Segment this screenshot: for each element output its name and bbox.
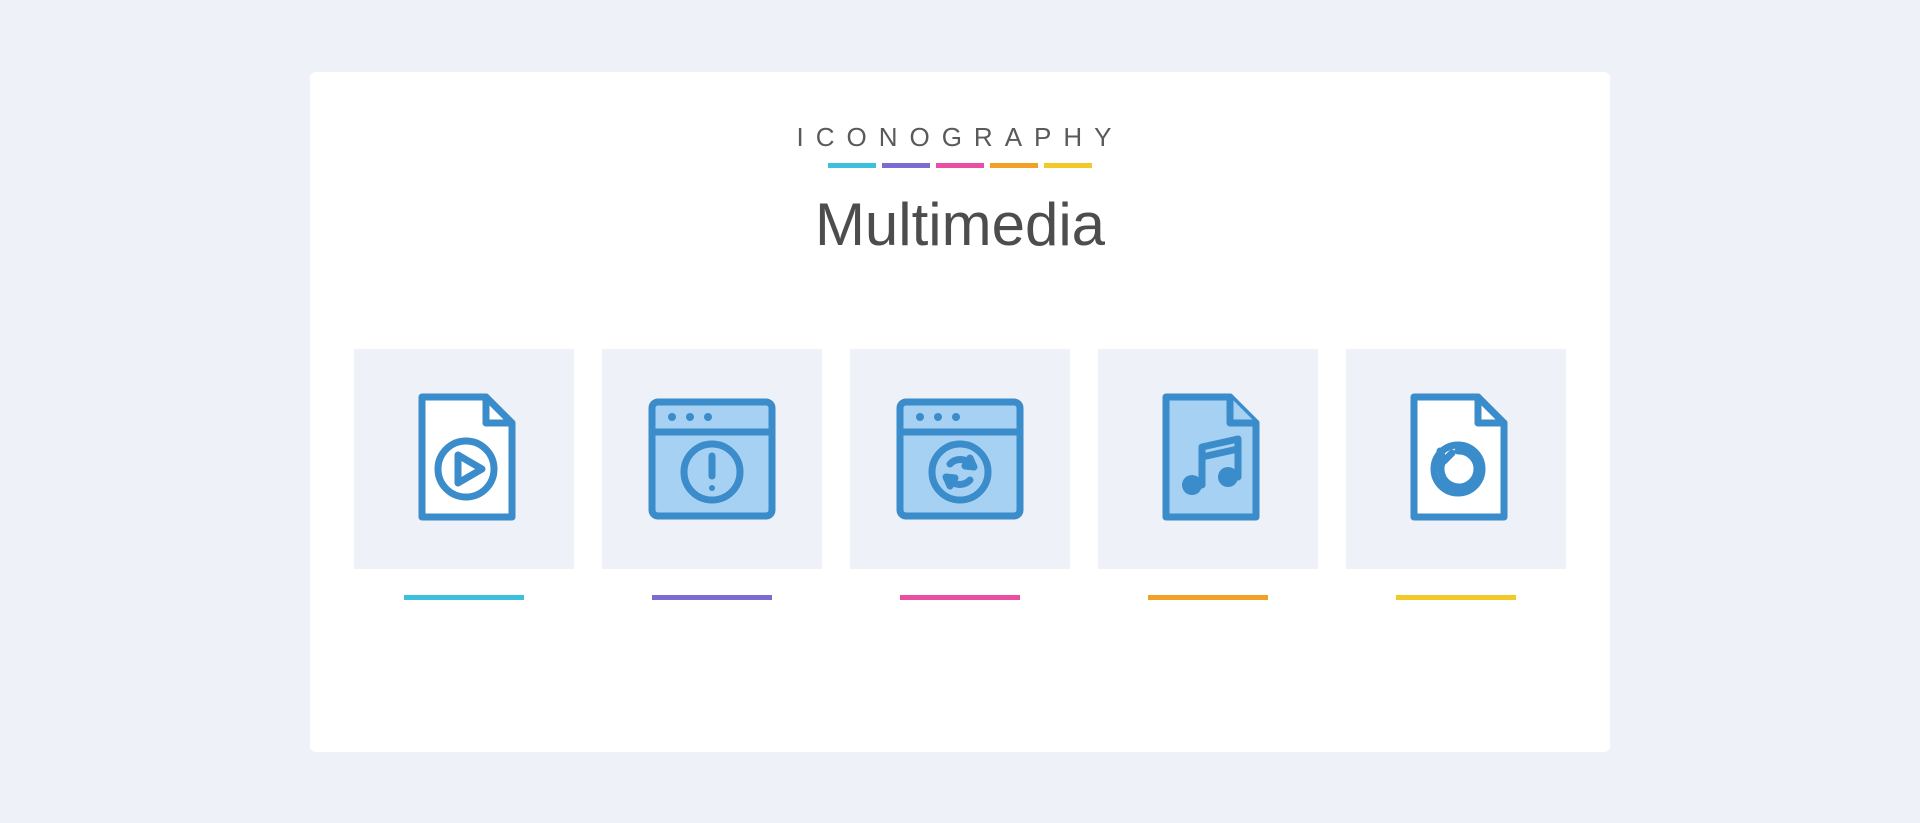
accent-bar-3 — [936, 163, 984, 168]
icon-card — [1346, 349, 1566, 600]
brand-underline — [828, 163, 1092, 168]
page-title: Multimedia — [815, 190, 1105, 259]
app-sync-icon — [850, 349, 1070, 569]
infographic-card: ICONOGRAPHY Multimedia — [310, 72, 1610, 752]
icon-card — [354, 349, 574, 600]
video-file-icon — [354, 349, 574, 569]
icon-card — [602, 349, 822, 600]
brand-label: ICONOGRAPHY — [796, 122, 1123, 153]
icon-card — [1098, 349, 1318, 600]
accent-bar-5 — [1044, 163, 1092, 168]
icon-underline — [652, 595, 772, 600]
icon-card — [850, 349, 1070, 600]
icon-underline — [900, 595, 1020, 600]
reload-file-icon — [1346, 349, 1566, 569]
icon-underline — [1148, 595, 1268, 600]
header: ICONOGRAPHY Multimedia — [796, 122, 1123, 259]
accent-bar-4 — [990, 163, 1038, 168]
accent-bar-1 — [828, 163, 876, 168]
accent-bar-2 — [882, 163, 930, 168]
icon-underline — [404, 595, 524, 600]
icon-underline — [1396, 595, 1516, 600]
app-alert-icon — [602, 349, 822, 569]
icon-row — [354, 349, 1566, 600]
music-file-icon — [1098, 349, 1318, 569]
